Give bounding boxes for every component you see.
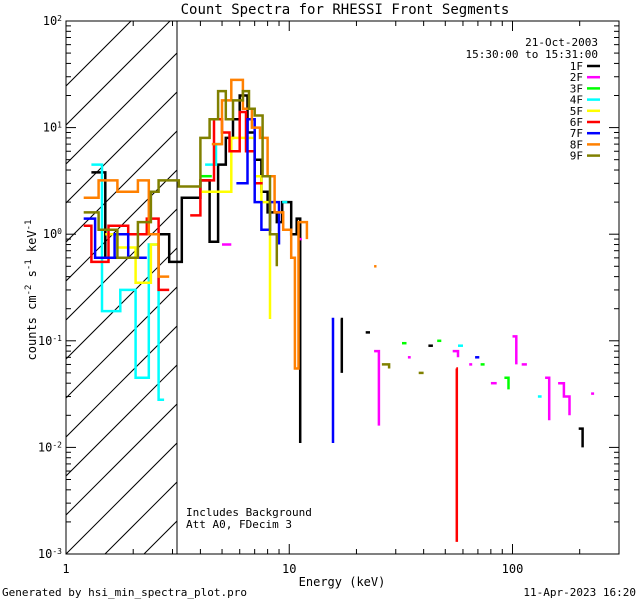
legend-label: 2F	[570, 71, 583, 84]
hatched-region	[66, 0, 640, 554]
hatch-line	[66, 364, 177, 477]
hatch-line	[66, 21, 171, 126]
y-axis-label: counts cm-2 s-1 keV-1	[24, 220, 39, 361]
hatch-line	[104, 481, 177, 554]
series-trace	[340, 317, 344, 373]
hatch-line	[66, 91, 177, 204]
y-tick-label: 101	[43, 120, 62, 135]
series-trace	[91, 163, 165, 401]
plot-frame	[65, 20, 620, 555]
chart-title: Count Spectra for RHESSI Front Segments	[181, 2, 510, 18]
hatch-line	[417, 0, 640, 554]
attenuator-note: Att A0, FDecim 3	[186, 518, 292, 531]
series-trace	[190, 110, 263, 217]
series-trace	[83, 217, 147, 260]
series-trace	[512, 335, 518, 365]
hatch-line	[66, 403, 177, 516]
hatch-line	[66, 169, 177, 282]
y-tick-label: 10-2	[38, 440, 62, 455]
series-trace	[452, 349, 460, 358]
series-2f	[222, 237, 595, 426]
legend-label: 6F	[570, 116, 583, 129]
hatch-line	[66, 130, 177, 243]
y-tick-label: 10-3	[38, 547, 62, 562]
hatch-line	[66, 325, 177, 438]
y-label-exp-2: -1	[24, 259, 34, 270]
series-trace	[83, 89, 279, 267]
x-tick-label: 10	[282, 562, 296, 576]
series-1f	[91, 94, 584, 448]
hatch-line	[456, 0, 640, 554]
series-trace	[331, 317, 335, 443]
hatch-line	[143, 520, 177, 554]
hatch-line	[66, 442, 177, 554]
legend-label: 5F	[570, 105, 583, 118]
series-7f	[83, 117, 480, 443]
legend-label: 9F	[570, 150, 583, 163]
background-note: Includes Background	[186, 506, 312, 519]
hatch-line	[573, 0, 640, 554]
axis-ticks	[65, 20, 620, 555]
hatch-line	[534, 0, 640, 554]
y-label-part-3: keV	[25, 230, 39, 259]
legend-label: 4F	[570, 94, 583, 107]
hatch-line	[66, 247, 177, 360]
series-trace	[83, 179, 170, 278]
series-trace	[504, 376, 510, 390]
series-trace	[83, 217, 170, 292]
series-9f	[83, 89, 424, 375]
series-trace	[374, 349, 381, 426]
series-trace	[558, 381, 571, 416]
series-trace	[236, 117, 281, 245]
legend-label: 1F	[570, 60, 583, 73]
y-label-exp-3: -1	[24, 220, 34, 231]
y-tick-label: 10-1	[38, 333, 62, 348]
series-5f	[105, 136, 272, 319]
date-label: 21-Oct-2003	[525, 36, 598, 49]
series-6f	[83, 110, 459, 542]
series-trace	[455, 367, 459, 542]
footer-generated-by: Generated by hsi_min_spectra_plot.pro	[2, 586, 247, 599]
y-label-part-2: s	[25, 270, 39, 284]
series-trace	[578, 427, 584, 448]
legend-label: 7F	[570, 127, 583, 140]
x-tick-label: 1	[62, 562, 69, 576]
hatch-line	[66, 21, 132, 87]
legend-label: 8F	[570, 138, 583, 151]
y-label-part-1: counts cm	[25, 295, 39, 360]
hatch-line	[378, 0, 640, 554]
hatch-line	[66, 208, 177, 321]
series-trace	[211, 78, 309, 370]
footer-timestamp: 11-Apr-2023 16:20	[523, 586, 636, 599]
y-tick-label: 100	[43, 227, 62, 242]
x-tick-labels: 1 10 100	[62, 562, 523, 576]
series-trace	[545, 376, 551, 421]
hatch-line	[261, 0, 640, 554]
hatch-line	[339, 0, 640, 554]
y-tick-label: 102	[43, 14, 62, 29]
time-range-label: 15:30:00 to 15:31:00	[466, 48, 598, 61]
series-trace	[381, 363, 391, 369]
hatch-line	[66, 52, 177, 165]
series-3f	[200, 174, 510, 390]
x-tick-label: 100	[502, 562, 524, 576]
y-label-exp-1: -2	[24, 285, 34, 296]
x-axis-label: Energy (keV)	[299, 575, 386, 589]
hatch-line	[300, 0, 640, 554]
data-series-group	[83, 78, 595, 542]
y-tick-labels: 102 101 100 10-1 10-2 10-3	[38, 14, 62, 562]
legend-label: 3F	[570, 82, 583, 95]
